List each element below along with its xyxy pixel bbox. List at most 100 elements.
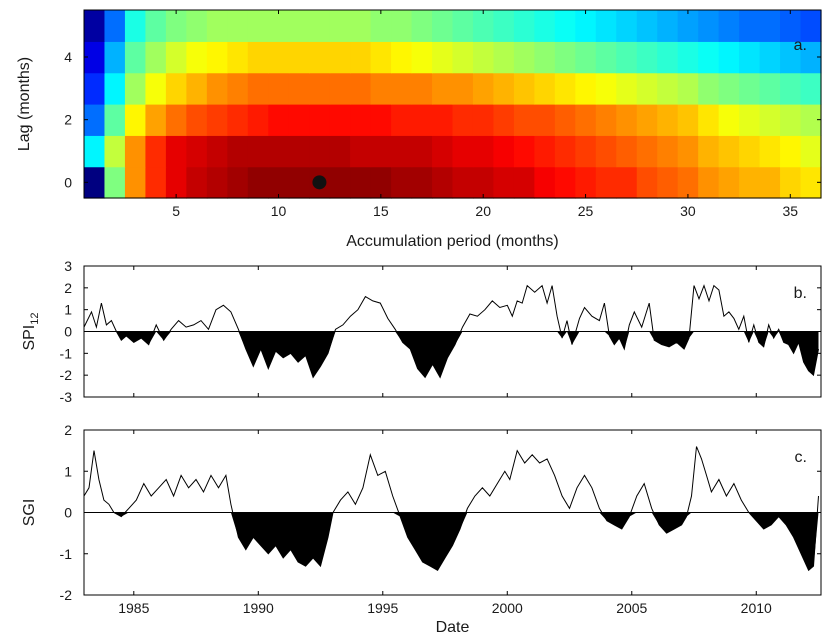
heatmap-cell: [411, 135, 433, 168]
heatmap-cell: [309, 135, 331, 168]
heatmap-cell: [636, 135, 658, 168]
heatmap-cell: [84, 166, 106, 199]
heatmap-cell: [493, 135, 515, 168]
heatmap-cell: [391, 41, 413, 74]
panel-label-a: a.: [794, 37, 807, 54]
heatmap-cell: [370, 72, 392, 105]
heatmap-cell: [616, 104, 638, 136]
heatmap-cell: [513, 10, 535, 42]
heatmap-cell: [84, 135, 106, 168]
heatmap-cell: [657, 135, 679, 168]
heatmap-cell: [350, 104, 372, 136]
heatmap-cell: [636, 72, 658, 105]
heatmap-cell: [657, 166, 679, 199]
heatmap-cell: [575, 72, 597, 105]
heatmap-cell: [493, 72, 515, 105]
heatmap-cell: [513, 41, 535, 74]
heatmap-cell: [636, 166, 658, 199]
heatmap-cell: [124, 166, 147, 199]
heatmap-cell: [124, 104, 147, 136]
heatmap-cell: [595, 41, 617, 74]
y-tick-label: 0: [64, 174, 72, 190]
heatmap-cell: [124, 72, 147, 105]
heatmap-cell: [739, 41, 761, 74]
heatmap-cell: [595, 72, 617, 105]
heatmap-cell: [145, 104, 167, 136]
heatmap-cell: [309, 72, 331, 105]
x-tick-label: 15: [373, 203, 389, 219]
heatmap-cell: [698, 104, 720, 136]
heatmap-cell: [718, 166, 740, 199]
heatmap-cell: [329, 166, 351, 199]
heatmap-cell: [739, 135, 761, 168]
heatmap-cell: [206, 135, 228, 168]
plot-frame: [83, 9, 822, 199]
heatmap-cell: [472, 10, 495, 42]
heatmap-cell: [513, 72, 535, 105]
heatmap-cell: [493, 10, 515, 42]
heatmap-cell: [698, 41, 720, 74]
y-tick-label: -1: [60, 546, 73, 562]
heatmap-cell: [165, 135, 187, 168]
heatmap-cell: [206, 41, 228, 74]
x-tick-label: 25: [578, 203, 594, 219]
panel-label-b: b.: [794, 285, 807, 302]
heatmap-cell: [84, 104, 106, 136]
heatmap-cell: [472, 135, 495, 168]
heatmap-cell: [268, 166, 290, 199]
heatmap-cell: [206, 104, 228, 136]
heatmap-cell: [329, 135, 351, 168]
y-tick-label: 1: [64, 302, 72, 318]
heatmap-cell: [739, 72, 761, 105]
heatmap-cell: [616, 135, 638, 168]
heatmap-cell: [595, 135, 617, 168]
heatmap-cell: [493, 166, 515, 199]
heatmap-cell: [780, 166, 802, 199]
heatmap-cell: [227, 41, 249, 74]
heatmap-cell: [268, 72, 290, 105]
heatmap-cell: [677, 41, 699, 74]
heatmap-cell: [370, 104, 392, 136]
heatmap-cell: [718, 72, 740, 105]
x-axis-label: Accumulation period (months): [346, 233, 559, 250]
x-tick-label: 2000: [492, 600, 523, 616]
heatmap-cell: [432, 72, 454, 105]
heatmap-cell: [759, 10, 781, 42]
heatmap-cell: [391, 10, 413, 42]
heatmap-cell: [329, 41, 351, 74]
heatmap-cell: [104, 10, 126, 42]
heatmap-cell: [391, 166, 413, 199]
heatmap-cell: [452, 104, 474, 136]
spi-deficit-area: [84, 331, 819, 378]
heatmap-cell: [718, 41, 740, 74]
heatmap-cell: [350, 166, 372, 199]
heatmap-cell: [206, 72, 228, 105]
heatmap-cell: [800, 41, 822, 74]
heatmap-cell: [350, 10, 372, 42]
heatmap-cell: [432, 166, 454, 199]
y-tick-label: 3: [64, 258, 72, 274]
heatmap-cell: [227, 104, 249, 136]
heatmap-cell: [698, 135, 720, 168]
y-axis-label: SPI12: [21, 312, 41, 350]
y-tick-label: 2: [64, 280, 72, 296]
heatmap-cell: [329, 72, 351, 105]
heatmap-cell: [288, 41, 310, 74]
heatmap-cell: [104, 104, 126, 136]
heatmap-cell: [186, 72, 208, 105]
heatmap-cell: [800, 135, 822, 168]
y-axis-label-subscript: 12: [29, 312, 41, 324]
heatmap-cell: [718, 10, 740, 42]
heatmap-cell: [534, 41, 556, 74]
heatmap-cell: [411, 10, 433, 42]
heatmap-cell: [350, 135, 372, 168]
heatmap-cell: [452, 135, 474, 168]
heatmap-cell: [800, 104, 822, 136]
heatmap-cell: [268, 41, 290, 74]
heatmap-panel: 5 10 15 20 25 30 35 0 2 4 a. Accumulation period (m…: [16, 9, 822, 250]
x-tick-label: 20: [475, 203, 491, 219]
heatmap-cell: [657, 10, 679, 42]
heatmap-cell: [554, 72, 576, 105]
x-tick-label: 1990: [243, 600, 274, 616]
heatmap-cell: [432, 10, 454, 42]
